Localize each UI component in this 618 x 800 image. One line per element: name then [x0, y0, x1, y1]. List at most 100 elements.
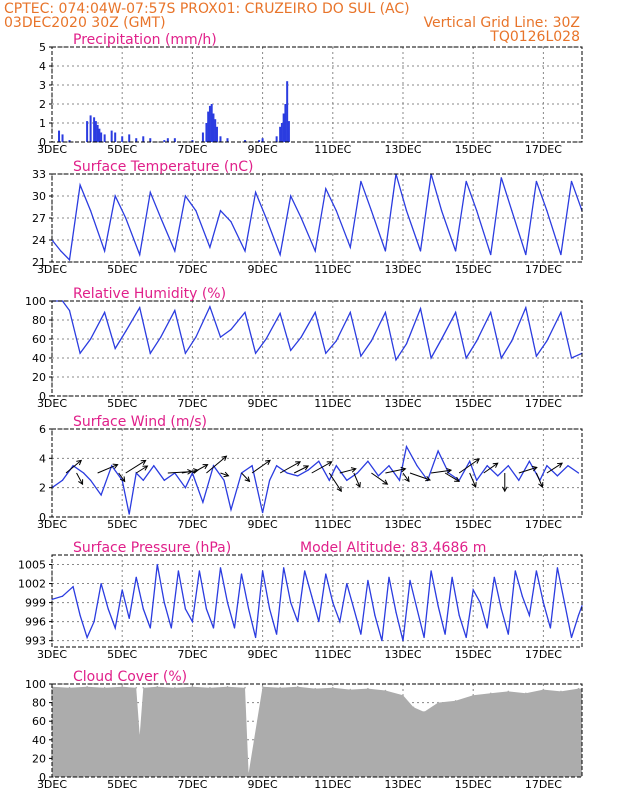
wind-ytick-label: 4 — [39, 452, 46, 465]
wind-line — [51, 444, 579, 515]
pressure-point — [212, 627, 215, 629]
humidity-point — [511, 340, 513, 342]
cloud-cover-point — [577, 687, 580, 690]
wind-arrowhead — [501, 486, 508, 493]
humidity-point — [335, 340, 337, 342]
temperature-point — [360, 180, 362, 182]
precipitation-bar — [149, 138, 152, 142]
temperature-title: Surface Temperature (nC) — [73, 159, 254, 175]
wind-arrow — [402, 472, 410, 482]
precipitation-bar — [208, 105, 211, 142]
humidity-point — [405, 343, 408, 345]
pressure-point — [304, 570, 306, 572]
wind-arrow — [535, 472, 543, 488]
cloud-cover-point — [138, 734, 141, 736]
temperature-point — [349, 246, 351, 248]
humidity-point — [500, 357, 502, 359]
wind-arrowhead — [223, 471, 230, 478]
pressure-point — [549, 627, 552, 629]
pressure-point — [51, 598, 53, 601]
temperature-point — [560, 254, 562, 256]
pressure-point — [177, 570, 179, 572]
cloud-cover-point — [437, 701, 439, 704]
wind-point — [184, 487, 186, 489]
humidity-point — [300, 336, 302, 338]
pressure-point — [100, 582, 102, 585]
pressure-point — [577, 614, 580, 616]
humidity-point — [570, 357, 573, 359]
cloud-cover-point — [560, 690, 562, 693]
temperature-xtick-label: 7DEC — [177, 263, 207, 276]
precipitation-ytick-label: 4 — [39, 60, 46, 73]
wind-arrow — [546, 462, 563, 474]
wind-arrowhead — [295, 461, 302, 467]
pressure-point — [402, 640, 404, 642]
temperature-point — [60, 250, 62, 252]
temperature-point — [419, 250, 422, 252]
pressure-point — [254, 636, 257, 639]
humidity-ytick-label: 100 — [25, 295, 46, 308]
wind-arrowhead — [350, 467, 357, 473]
wind-point — [111, 465, 113, 467]
precipitation-bar — [210, 104, 213, 142]
wind-arrow — [293, 465, 309, 474]
cloud-cover-point — [135, 686, 138, 689]
cloud-cover-point — [103, 686, 106, 689]
cloud-cover-ytick-label: 100 — [25, 678, 46, 691]
temperature-point — [546, 210, 548, 212]
humidity-point — [265, 338, 267, 340]
wind-point — [388, 465, 390, 467]
precipitation-bar — [61, 134, 64, 142]
temperature-point — [139, 254, 141, 256]
cloud-cover-point — [423, 711, 425, 713]
pressure-point — [170, 627, 172, 629]
wind-arrow — [431, 469, 452, 474]
temperature-ytick-label: 30 — [32, 190, 46, 203]
humidity-point — [90, 338, 92, 340]
temperature-point — [325, 188, 327, 190]
wind-arrowhead — [78, 479, 84, 486]
wind-point — [90, 479, 92, 481]
wind-arrowhead — [471, 481, 477, 488]
wind-point — [476, 479, 478, 481]
precipitation-bar — [286, 81, 289, 142]
temperature-point — [265, 217, 267, 219]
wind-arrow — [241, 472, 250, 482]
wind-arrowhead — [400, 466, 407, 473]
humidity-point — [370, 340, 373, 342]
pressure-point — [486, 627, 488, 629]
pressure-point — [261, 570, 264, 572]
cloud-cover-frame — [51, 683, 583, 778]
wind-xtick-label: 13DEC — [384, 518, 421, 531]
pressure-point — [430, 570, 432, 572]
temperature-xtick-label: 17DEC — [525, 263, 562, 276]
precipitation-bar — [261, 138, 264, 142]
humidity-point — [195, 336, 197, 338]
temperature-point — [114, 195, 116, 197]
temperature-point — [405, 210, 408, 212]
temperature-point — [535, 180, 537, 182]
cloud-cover-point — [68, 686, 71, 689]
wind-point — [497, 475, 499, 477]
temperature-point — [209, 246, 211, 248]
pressure-point — [581, 605, 583, 607]
temperature-point — [104, 250, 106, 252]
wind-arrow — [409, 472, 431, 481]
temperature-xtick-label: 9DEC — [248, 263, 278, 276]
pressure-point — [205, 608, 208, 610]
wind-arrowhead — [244, 476, 251, 483]
humidity-point — [490, 311, 492, 313]
cloud-cover-point — [525, 692, 527, 695]
humidity-point — [465, 357, 467, 359]
wind-point — [377, 475, 380, 477]
pressure-xtick-label: 7DEC — [177, 648, 207, 661]
wind-point — [269, 479, 271, 481]
pressure-point — [346, 582, 348, 585]
humidity-line — [52, 300, 583, 362]
pressure-point — [500, 608, 502, 610]
wind-point — [518, 479, 520, 481]
temperature-ytick-label: 33 — [32, 168, 46, 181]
header-model-id: TQ0126L028 — [489, 29, 580, 45]
temperature-point — [174, 250, 176, 252]
precipitation-xtick-label: 13DEC — [384, 143, 421, 156]
